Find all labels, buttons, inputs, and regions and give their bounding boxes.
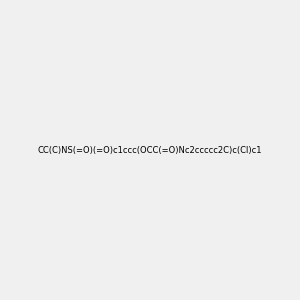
Text: CC(C)NS(=O)(=O)c1ccc(OCC(=O)Nc2ccccc2C)c(Cl)c1: CC(C)NS(=O)(=O)c1ccc(OCC(=O)Nc2ccccc2C)c… [38, 146, 262, 154]
